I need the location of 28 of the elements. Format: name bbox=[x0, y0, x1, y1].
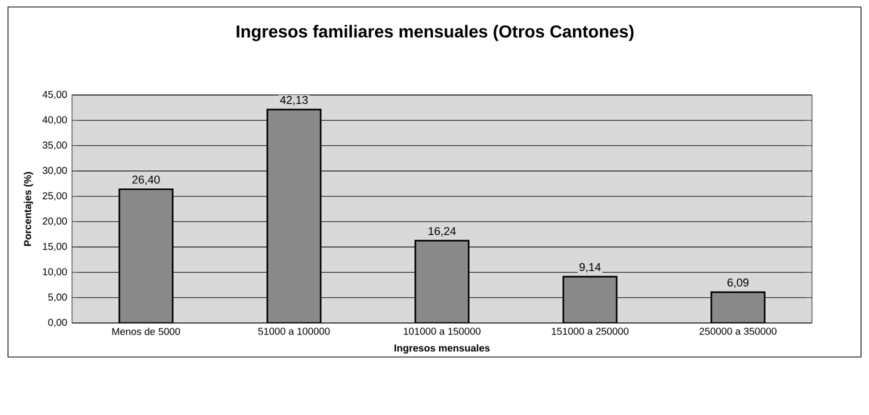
y-tick-label: 30,00 bbox=[42, 166, 67, 176]
x-tick-label: 250000 a 350000 bbox=[700, 328, 776, 335]
y-tick-label: 15,00 bbox=[43, 242, 67, 252]
y-tick-label: 40,00 bbox=[42, 116, 67, 124]
y-tick-label: 10,00 bbox=[43, 268, 67, 276]
x-tick-label: 151000 a 250000 bbox=[552, 328, 628, 335]
data-label: 16,24 bbox=[428, 227, 456, 236]
y-tick-label: 0,00 bbox=[48, 318, 67, 328]
y-tick-label: 45,00 bbox=[42, 90, 67, 100]
data-label: 26,40 bbox=[132, 176, 160, 185]
y-axis-title: Porcentajes (%) bbox=[24, 172, 34, 246]
chart-title: Ingresos familiares mensuales (Otros Cantones) bbox=[236, 24, 634, 42]
data-label: 6,09 bbox=[728, 278, 748, 288]
y-tick-label: 5,00 bbox=[48, 294, 67, 302]
data-label: 42,13 bbox=[280, 96, 308, 106]
y-tick-label: 25,00 bbox=[42, 192, 67, 200]
bar bbox=[118, 188, 174, 323]
bar bbox=[266, 108, 322, 323]
x-tick-label: 101000 a 150000 bbox=[404, 328, 481, 335]
data-label: 9,14 bbox=[579, 263, 601, 272]
x-tick-label: Menos de 5000 bbox=[112, 328, 180, 336]
bar bbox=[414, 240, 470, 323]
bar bbox=[562, 276, 618, 323]
y-tick-label: 20,00 bbox=[42, 218, 67, 226]
x-axis-title: Ingresos mensuales bbox=[394, 344, 490, 354]
bar bbox=[710, 291, 766, 323]
x-tick-label: 51000 a 100000 bbox=[258, 328, 330, 335]
y-tick-label: 35,00 bbox=[42, 142, 67, 150]
